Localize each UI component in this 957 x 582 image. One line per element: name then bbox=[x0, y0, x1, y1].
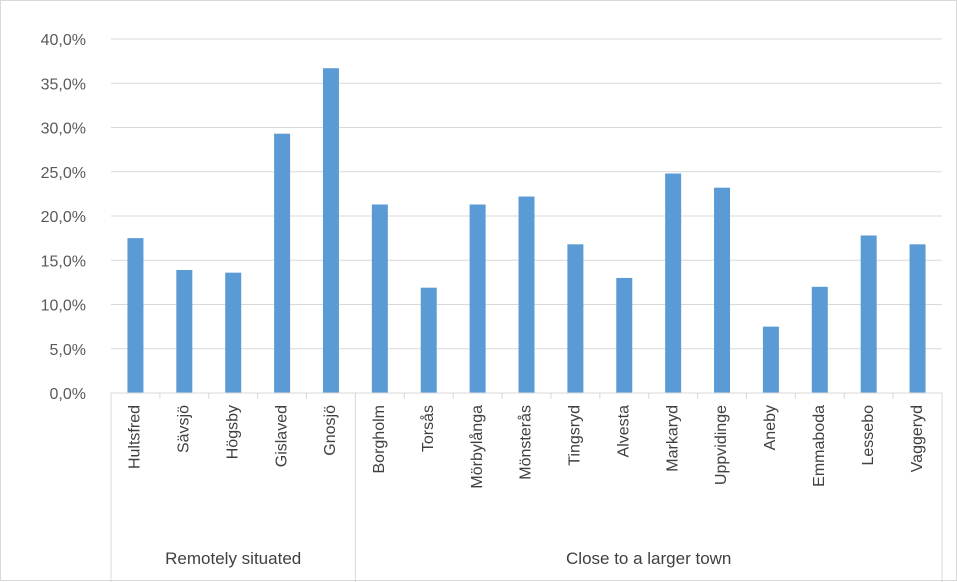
bar bbox=[567, 244, 584, 393]
y-axis-tick-labels: 0,0% 5,0% 10,0% 15,0% 20,0% 25,0% 30,0% 35,0% 40… bbox=[41, 32, 86, 403]
bar bbox=[225, 272, 242, 393]
bar bbox=[322, 68, 339, 393]
y-tick-label: 10,0% bbox=[41, 298, 86, 315]
x-tick-label: Torsås bbox=[419, 405, 437, 452]
bars bbox=[127, 68, 926, 393]
y-tick-label: 40,0% bbox=[41, 32, 86, 49]
bar bbox=[616, 277, 633, 393]
bar bbox=[909, 244, 926, 393]
x-tick-label: Gislaved bbox=[273, 405, 290, 467]
bar bbox=[860, 235, 877, 393]
x-axis-group-labels: Remotely situated Close to a larger town bbox=[165, 549, 731, 568]
x-tick-label: Gnosjö bbox=[322, 405, 339, 456]
x-tick-label: Vaggeryd bbox=[909, 405, 926, 472]
x-tick-label: Mörbylånga bbox=[468, 405, 486, 489]
group-label: Remotely situated bbox=[165, 549, 301, 568]
bar bbox=[371, 204, 388, 393]
x-tick-label: Hultsfred bbox=[127, 405, 144, 469]
y-tick-label: 5,0% bbox=[50, 342, 86, 359]
bar bbox=[127, 238, 144, 393]
y-tick-label: 0,0% bbox=[50, 386, 86, 403]
group-label: Close to a larger town bbox=[566, 549, 731, 568]
x-tick-label: Sävsjö bbox=[176, 405, 193, 453]
bar bbox=[420, 287, 437, 393]
bar bbox=[176, 269, 193, 393]
x-tick-label: Högsby bbox=[224, 405, 241, 459]
y-tick-label: 20,0% bbox=[41, 209, 86, 226]
bar bbox=[518, 196, 535, 393]
y-tick-label: 25,0% bbox=[41, 165, 86, 182]
bar bbox=[811, 286, 828, 393]
x-tick-label: Aneby bbox=[762, 405, 779, 450]
bar bbox=[665, 173, 682, 393]
y-tick-label: 35,0% bbox=[41, 76, 86, 93]
y-tick-label: 15,0% bbox=[41, 253, 86, 270]
y-tick-label: 30,0% bbox=[41, 121, 86, 138]
x-tick-label: Mönsterås bbox=[517, 405, 535, 480]
bar bbox=[714, 187, 731, 393]
x-tick-label: Uppvidinge bbox=[713, 405, 730, 485]
x-tick-label: Markaryd bbox=[664, 405, 681, 472]
x-tick-label: Tingsryd bbox=[567, 405, 584, 466]
x-tick-label: Borgholm bbox=[371, 405, 388, 473]
x-tick-label: Lessebo bbox=[860, 405, 877, 466]
x-axis-category-labels: Hultsfred Sävsjö Högsby Gislaved Gnosjö Borgh… bbox=[127, 405, 926, 489]
x-tick-label: Emmaboda bbox=[811, 405, 828, 487]
bar bbox=[762, 326, 779, 393]
x-tick-label: Alvesta bbox=[615, 405, 632, 458]
bar bbox=[274, 133, 291, 393]
x-axis bbox=[110, 392, 943, 582]
bar bbox=[469, 204, 486, 393]
